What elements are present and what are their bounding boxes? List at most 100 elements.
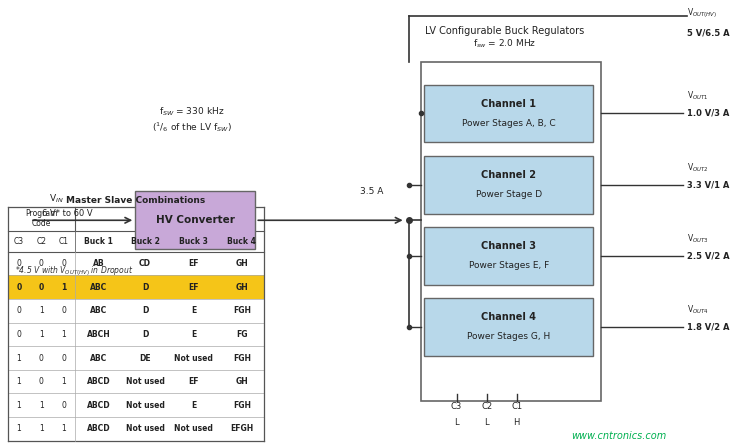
Text: Buck 3: Buck 3 (179, 237, 208, 246)
Text: 1: 1 (39, 424, 44, 433)
Text: ABC: ABC (90, 353, 107, 363)
Text: Power Stages G, H: Power Stages G, H (467, 332, 550, 341)
Text: 1.8 V/2 A: 1.8 V/2 A (687, 323, 730, 332)
Text: ABC: ABC (90, 283, 107, 292)
Text: C3: C3 (14, 237, 24, 246)
Text: 6 V* to 60 V: 6 V* to 60 V (42, 209, 93, 218)
Text: GH: GH (236, 377, 248, 386)
Text: ABCH: ABCH (86, 330, 110, 339)
Text: L: L (484, 418, 489, 427)
Text: AB: AB (92, 259, 104, 268)
Text: FGH: FGH (233, 353, 251, 363)
Text: ABC: ABC (90, 306, 107, 316)
Text: 1: 1 (62, 283, 66, 292)
Text: 0: 0 (39, 377, 44, 386)
Text: 1.0 V/3 A: 1.0 V/3 A (687, 109, 729, 118)
Text: EF: EF (189, 377, 199, 386)
Text: GH: GH (236, 259, 248, 268)
Text: Buck 2: Buck 2 (131, 237, 159, 246)
Text: 5 V/6.5 A: 5 V/6.5 A (687, 29, 730, 38)
Text: C1: C1 (59, 237, 69, 246)
Text: D: D (142, 283, 148, 292)
Text: f$_{sw}$ = 2.0 MHz: f$_{sw}$ = 2.0 MHz (473, 38, 536, 50)
Text: Not used: Not used (125, 377, 164, 386)
Text: C3: C3 (451, 402, 462, 411)
Text: 0: 0 (39, 283, 44, 292)
Bar (424, 156, 593, 214)
Text: Channel 1: Channel 1 (481, 99, 536, 109)
Text: V$_{IN}$: V$_{IN}$ (49, 192, 64, 205)
Text: www.cntronics.com: www.cntronics.com (571, 431, 666, 441)
Text: 0: 0 (39, 353, 44, 363)
Text: Channel 2: Channel 2 (481, 170, 536, 180)
Bar (424, 227, 593, 285)
Text: V$_{OUT2}$: V$_{OUT2}$ (687, 161, 709, 174)
Text: Power Stage D: Power Stage D (475, 190, 542, 199)
Text: V$_{OUT4}$: V$_{OUT4}$ (687, 303, 709, 316)
Text: 0: 0 (62, 306, 66, 316)
Text: 0: 0 (62, 400, 66, 410)
Text: C2: C2 (36, 237, 47, 246)
Text: f$_{SW}$ = 330 kHz: f$_{SW}$ = 330 kHz (159, 105, 224, 118)
Bar (421, 62, 601, 400)
Text: ABCD: ABCD (86, 377, 110, 386)
Text: ABCD: ABCD (86, 424, 110, 433)
Text: E: E (192, 400, 196, 410)
Text: V$_{OUT3}$: V$_{OUT3}$ (687, 232, 709, 245)
Text: FG: FG (236, 330, 248, 339)
Text: D: D (142, 306, 148, 316)
Text: Power Stages E, F: Power Stages E, F (469, 261, 549, 270)
Text: HV Converter: HV Converter (155, 215, 235, 225)
Text: E: E (192, 306, 196, 316)
Text: 1: 1 (39, 400, 44, 410)
Text: 0: 0 (17, 330, 21, 339)
Text: ($^1$/$_6$ of the LV f$_{SW}$): ($^1$/$_6$ of the LV f$_{SW}$) (152, 120, 231, 134)
Text: ABCD: ABCD (86, 400, 110, 410)
Text: H: H (514, 418, 520, 427)
Text: 1: 1 (62, 424, 66, 433)
Text: 1: 1 (39, 330, 44, 339)
Text: C2: C2 (481, 402, 492, 411)
Text: FGH: FGH (233, 306, 251, 316)
Text: 0: 0 (62, 259, 66, 268)
Text: LV Configurable Buck Regulators: LV Configurable Buck Regulators (425, 26, 584, 36)
Text: 1: 1 (17, 353, 21, 363)
Text: FGH: FGH (233, 400, 251, 410)
Text: 0: 0 (62, 353, 66, 363)
Text: 0: 0 (39, 259, 44, 268)
Text: 3.5 A: 3.5 A (360, 187, 384, 196)
Text: CD: CD (139, 259, 151, 268)
Text: Channel 3: Channel 3 (481, 241, 536, 251)
Bar (8, 275, 264, 299)
Text: 1: 1 (39, 306, 44, 316)
Text: C1: C1 (511, 402, 522, 411)
Text: EF: EF (189, 283, 199, 292)
Text: 0: 0 (17, 259, 21, 268)
Text: DE: DE (139, 353, 151, 363)
Text: 1: 1 (17, 424, 21, 433)
Text: 1: 1 (62, 377, 66, 386)
Text: EFGH: EFGH (231, 424, 253, 433)
Bar (135, 191, 255, 249)
Text: 3.3 V/1 A: 3.3 V/1 A (687, 180, 729, 189)
Text: V$_{OUT(HV)}$: V$_{OUT(HV)}$ (687, 6, 717, 20)
Text: Not used: Not used (125, 424, 164, 433)
Text: 0: 0 (17, 283, 21, 292)
Text: Channel 4: Channel 4 (481, 312, 536, 322)
Text: D: D (142, 330, 148, 339)
Text: 0: 0 (17, 306, 21, 316)
Text: 1: 1 (17, 400, 21, 410)
Text: Not used: Not used (174, 424, 213, 433)
Text: V$_{OUT1}$: V$_{OUT1}$ (687, 90, 709, 102)
Text: EF: EF (189, 259, 199, 268)
Text: L: L (454, 418, 459, 427)
Bar (424, 85, 593, 142)
Text: GH: GH (236, 283, 248, 292)
Text: 1: 1 (62, 330, 66, 339)
Text: 2.5 V/2 A: 2.5 V/2 A (687, 251, 730, 260)
Bar (424, 298, 593, 356)
Text: Buck 1: Buck 1 (84, 237, 113, 246)
Text: Buck 4: Buck 4 (228, 237, 256, 246)
Text: Not used: Not used (125, 400, 164, 410)
Text: Power Stages A, B, C: Power Stages A, B, C (462, 119, 556, 128)
